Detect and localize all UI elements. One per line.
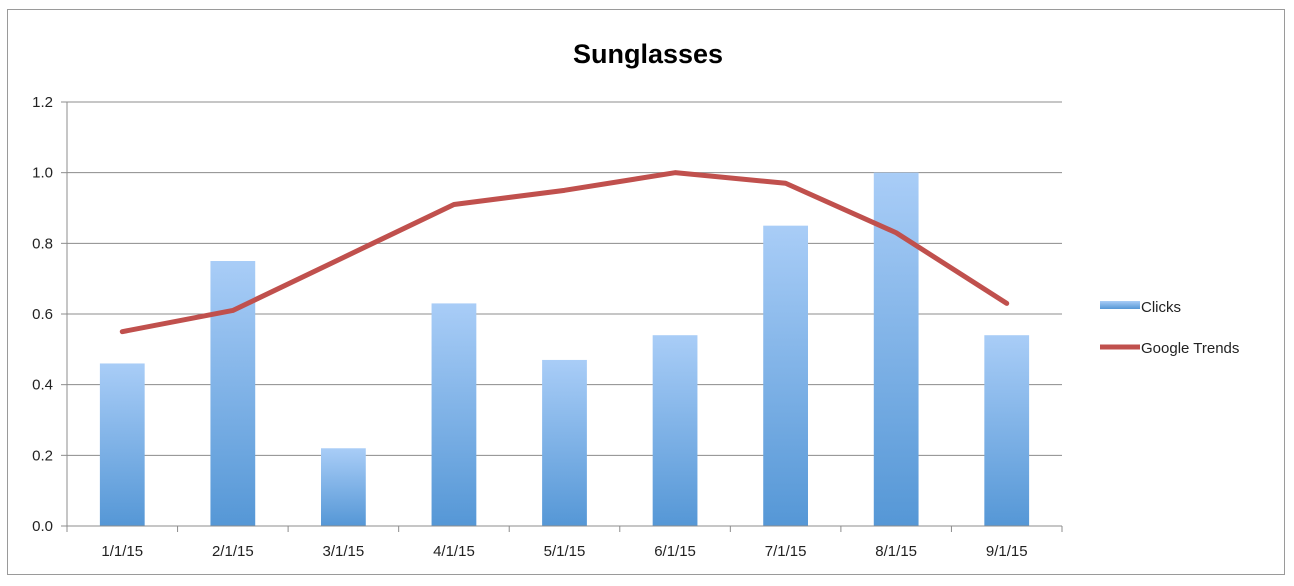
x-tick-label: 1/1/15: [101, 543, 143, 560]
axes: [66, 102, 1062, 527]
y-tick-label: 0.4: [32, 377, 53, 394]
x-tick-label: 2/1/15: [212, 543, 254, 560]
legend-label-google-trends: Google Trends: [1141, 340, 1239, 357]
y-tick-label: 0.0: [32, 518, 53, 535]
y-tick-label: 1.2: [32, 94, 53, 111]
trend-line: [119, 170, 1010, 335]
bar: [652, 335, 698, 526]
chart-title: Sunglasses: [573, 39, 723, 69]
legend-swatch-clicks: [1100, 301, 1140, 309]
x-axis-ticks: 1/1/15 2/1/15 3/1/15 4/1/15 5/1/15 6/1/15 7/1/…: [66, 526, 1063, 560]
y-tick-label: 0.8: [32, 235, 53, 252]
x-tick-label: 6/1/15: [654, 543, 696, 560]
chart-svg: Sunglasses 0.0 0.2 0.4 0.6 0.8 1.0 1.2 1/1/15 2…: [32, 39, 1239, 560]
bar: [984, 335, 1030, 526]
x-tick-label: 7/1/15: [765, 543, 807, 560]
y-tick-label: 0.6: [32, 306, 53, 323]
y-axis-ticks: 0.0 0.2 0.4 0.6 0.8 1.0 1.2: [32, 94, 67, 535]
x-tick-label: 8/1/15: [875, 543, 917, 560]
bar: [99, 363, 145, 526]
bar-series: [99, 172, 1030, 526]
bar: [542, 359, 587, 526]
x-tick-label: 3/1/15: [323, 543, 365, 560]
legend-label-clicks: Clicks: [1141, 299, 1181, 316]
y-tick-label: 1.0: [32, 165, 53, 182]
chart-frame: Sunglasses 0.0 0.2 0.4 0.6 0.8 1.0 1.2 1/1/15 2…: [7, 9, 1285, 575]
x-tick-label: 4/1/15: [433, 543, 475, 560]
bar: [431, 303, 477, 526]
line-series: [119, 170, 1010, 335]
y-tick-label: 0.2: [32, 447, 53, 464]
x-tick-label: 5/1/15: [544, 543, 586, 560]
x-tick-label: 9/1/15: [986, 543, 1028, 560]
bar: [763, 225, 808, 526]
bar: [321, 448, 366, 526]
legend: Clicks Google Trends: [1100, 299, 1239, 357]
